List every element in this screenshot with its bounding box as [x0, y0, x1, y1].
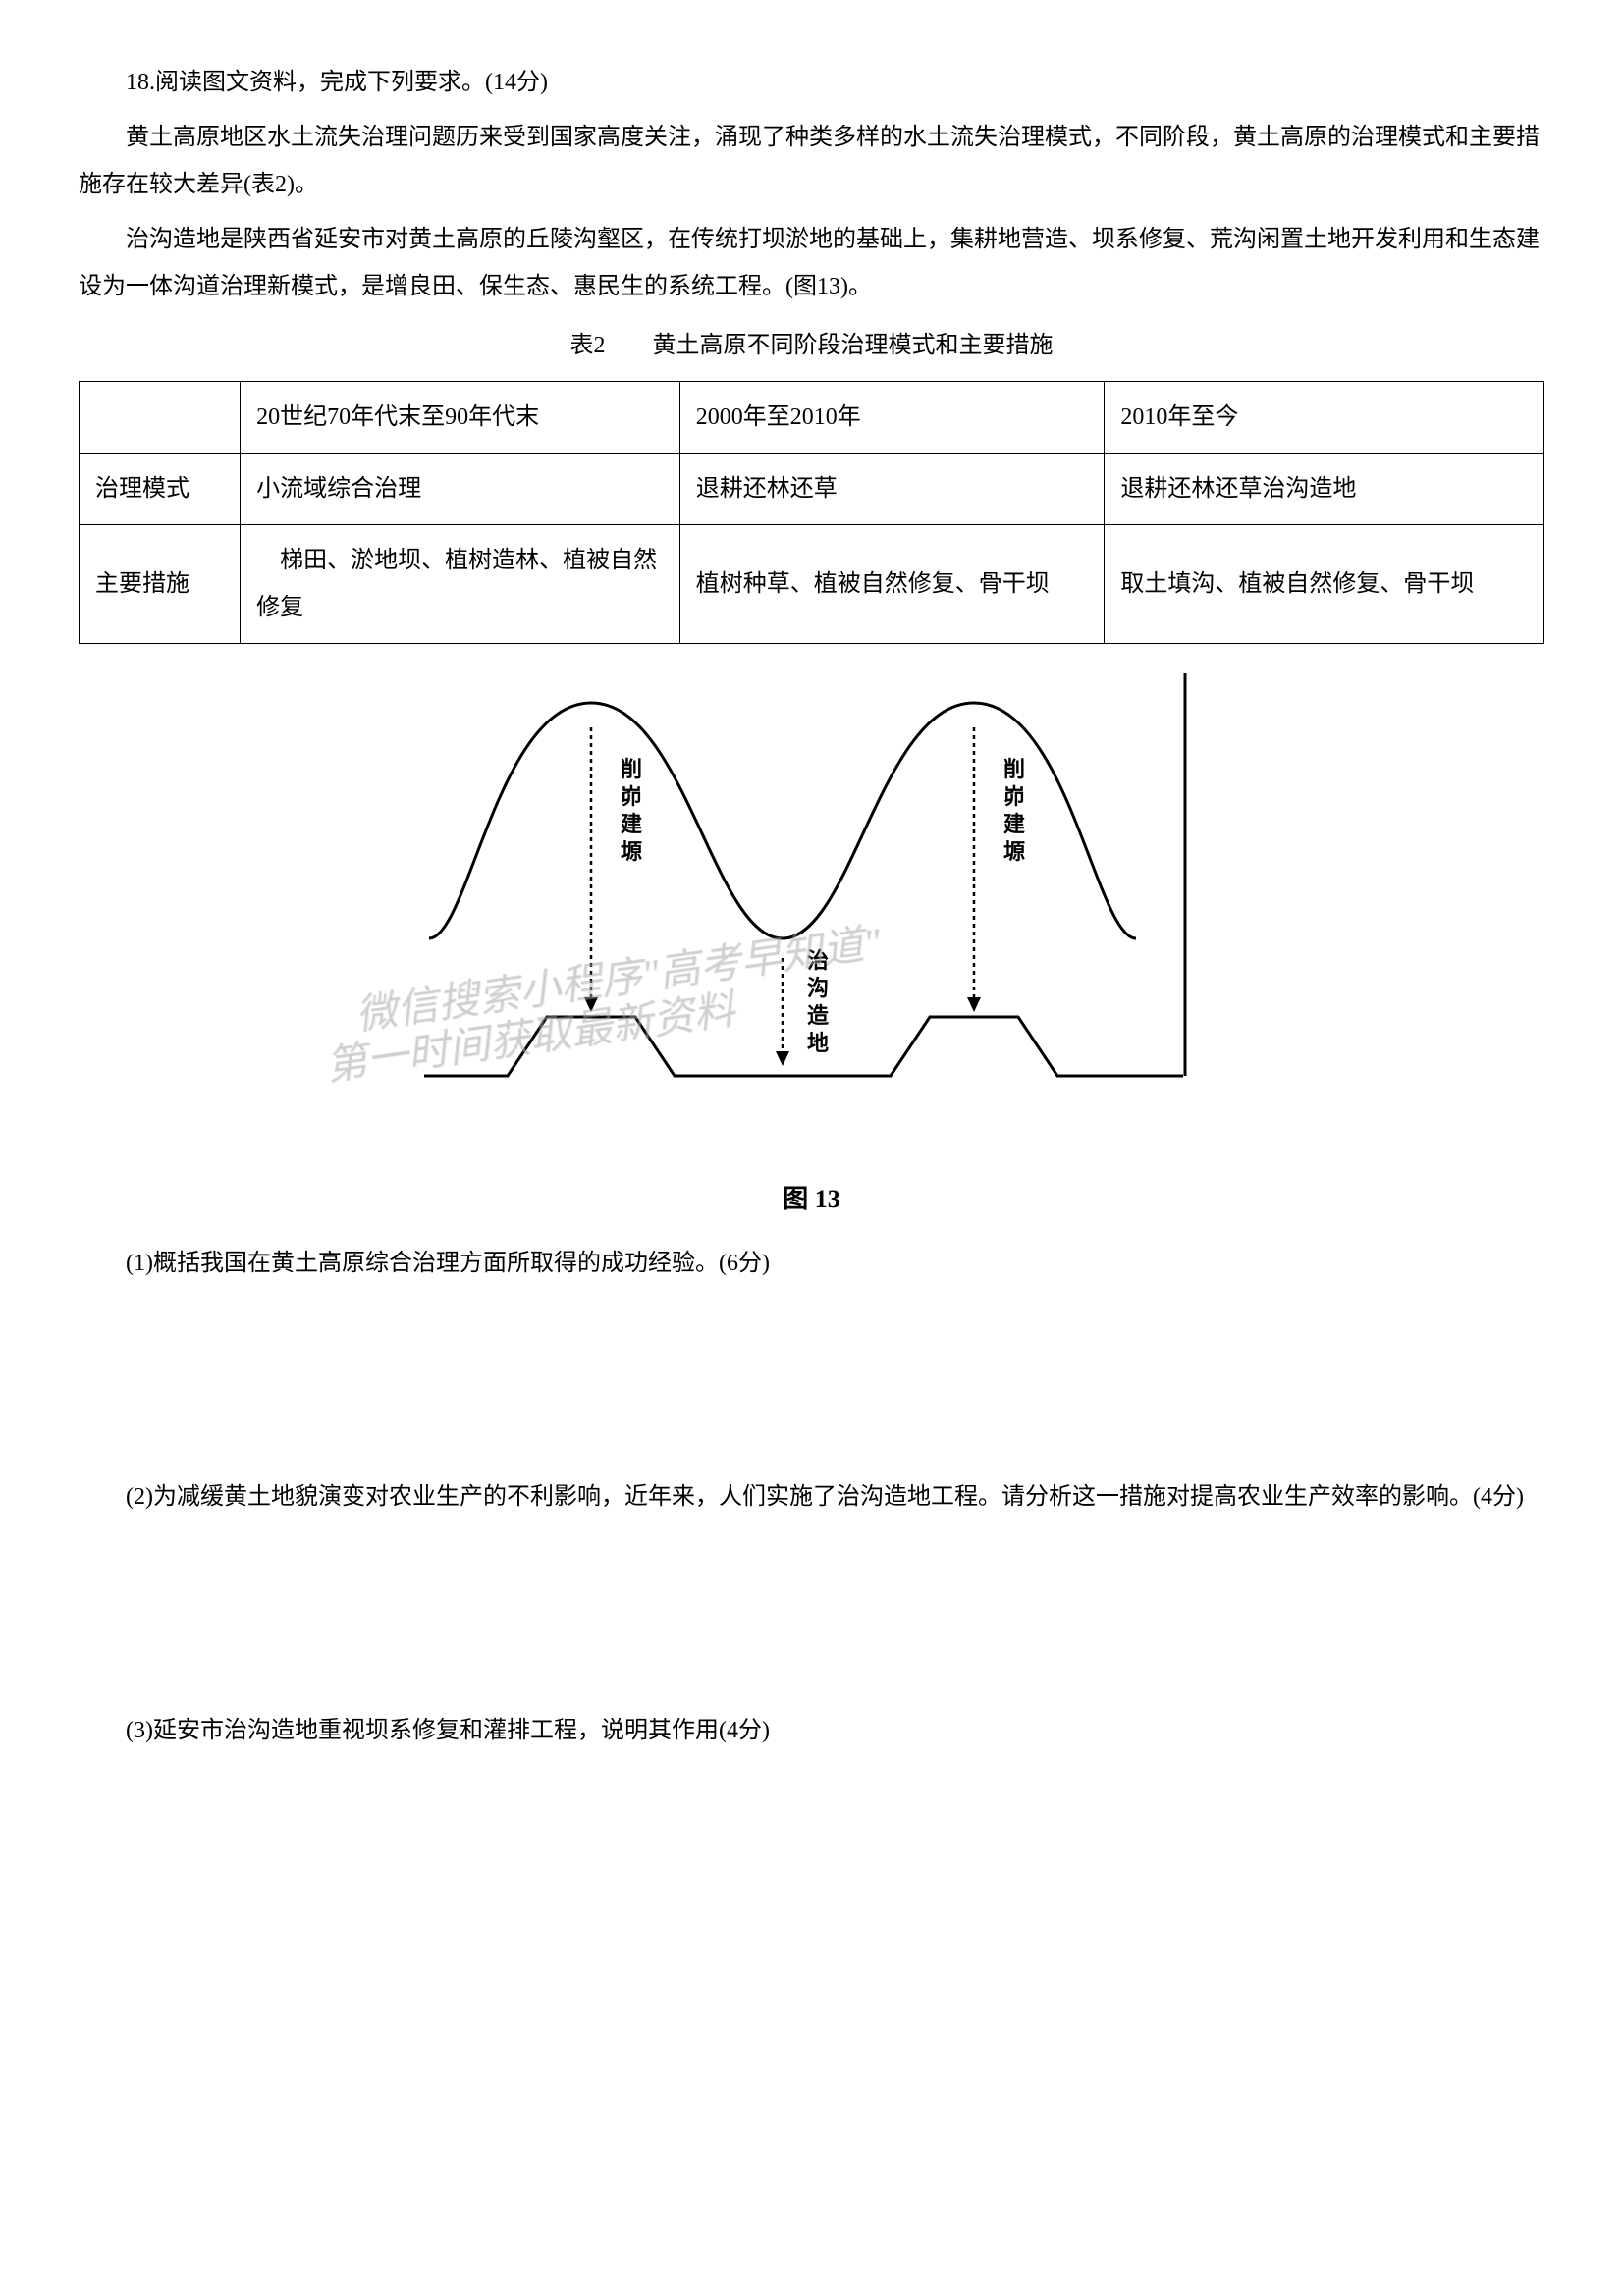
answer-space-2: [79, 1521, 1544, 1697]
cell-measures-2: 植树种草、植被自然修复、骨干坝: [679, 525, 1105, 644]
cell-mode-3: 退耕还林还草治沟造地: [1105, 454, 1544, 525]
figure-caption: 图 13: [79, 1174, 1544, 1225]
loess-diagram: 削 峁 建 塬 削 峁 建 塬 治 沟 造 地: [370, 664, 1254, 1154]
question-1-text: (1)概括我国在黄土高原综合治理方面所取得的成功经验。(6分): [79, 1240, 1544, 1287]
header-empty: [80, 382, 241, 454]
cell-mode-2: 退耕还林还草: [679, 454, 1105, 525]
table-header-row: 20世纪70年代末至90年代末 2000年至2010年 2010年至今: [80, 382, 1544, 454]
label-left-text: 削 峁 建 塬: [621, 757, 648, 864]
question-2: (2)为减缓黄土地貌演变对农业生产的不利影响，近年来，人们实施了治沟造地工程。请…: [79, 1473, 1544, 1521]
arrow-left-head: [584, 997, 598, 1012]
question-1: (1)概括我国在黄土高原综合治理方面所取得的成功经验。(6分): [79, 1240, 1544, 1287]
intro-paragraph-1: 黄土高原地区水土流失治理问题历来受到国家高度关注，涌现了种类多样的水土流失治理模…: [79, 114, 1544, 208]
label-center-text: 治 沟 造 地: [807, 948, 835, 1055]
answer-space-1: [79, 1287, 1544, 1464]
question-2-text: (2)为减缓黄土地貌演变对农业生产的不利影响，近年来，人们实施了治沟造地工程。请…: [79, 1473, 1544, 1521]
row-label-measures: 主要措施: [80, 525, 241, 644]
question-3-text: (3)延安市治沟造地重视坝系修复和灌排工程，说明其作用(4分): [79, 1707, 1544, 1754]
cell-measures-1: 梯田、淤地坝、植树造林、植被自然修复: [241, 525, 680, 644]
arrow-center-head: [776, 1051, 789, 1066]
lower-terrain: [424, 1017, 1183, 1076]
row-label-mode: 治理模式: [80, 454, 241, 525]
header-period-2: 2000年至2010年: [679, 382, 1105, 454]
question-number-line: 18.阅读图文资料，完成下列要求。(14分): [79, 59, 1544, 106]
intro-paragraph-2: 治沟造地是陕西省延安市对黄土高原的丘陵沟壑区，在传统打坝淤地的基础上，集耕地营造…: [79, 216, 1544, 310]
header-period-3: 2010年至今: [1105, 382, 1544, 454]
document-content: 18.阅读图文资料，完成下列要求。(14分) 黄土高原地区水土流失治理问题历来受…: [79, 59, 1544, 1754]
cell-mode-1: 小流域综合治理: [241, 454, 680, 525]
table-row-measures: 主要措施 梯田、淤地坝、植树造林、植被自然修复 植树种草、植被自然修复、骨干坝 …: [80, 525, 1544, 644]
label-right-text: 削 峁 建 塬: [1003, 757, 1031, 864]
table-row-mode: 治理模式 小流域综合治理 退耕还林还草 退耕还林还草治沟造地: [80, 454, 1544, 525]
table-caption: 表2 黄土高原不同阶段治理模式和主要措施: [79, 322, 1544, 369]
treatment-table: 20世纪70年代末至90年代末 2000年至2010年 2010年至今 治理模式…: [79, 381, 1544, 644]
diagram-container: 削 峁 建 塬 削 峁 建 塬 治 沟 造 地 微信搜索小程序"高考早知道" 第…: [79, 664, 1544, 1154]
arrow-right-head: [967, 997, 981, 1012]
cell-measures-3: 取土填沟、植被自然修复、骨干坝: [1105, 525, 1544, 644]
question-3: (3)延安市治沟造地重视坝系修复和灌排工程，说明其作用(4分): [79, 1707, 1544, 1754]
header-period-1: 20世纪70年代末至90年代末: [241, 382, 680, 454]
